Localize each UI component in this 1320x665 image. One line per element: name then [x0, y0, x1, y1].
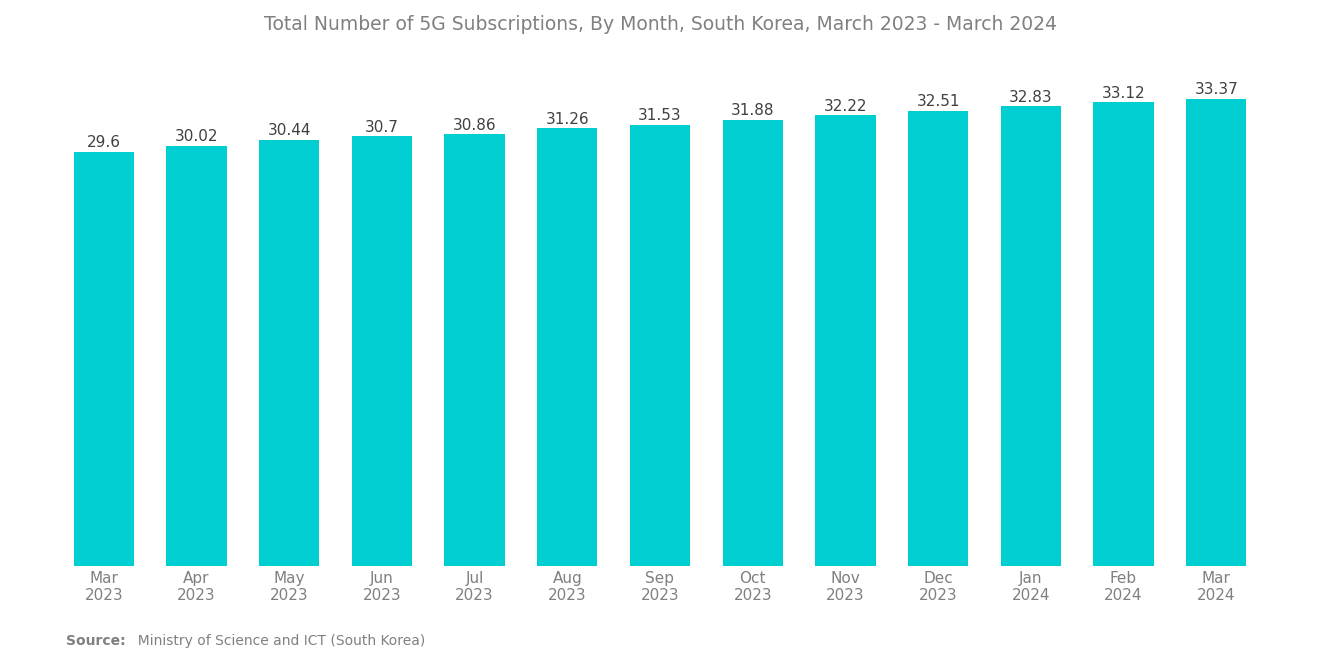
Bar	[74, 152, 133, 566]
Text: 30.86: 30.86	[453, 118, 496, 132]
Bar	[816, 115, 875, 566]
Text: 33.37: 33.37	[1195, 82, 1238, 98]
Title: Total Number of 5G Subscriptions, By Month, South Korea, March 2023 - March 2024: Total Number of 5G Subscriptions, By Mon…	[264, 15, 1056, 34]
Text: 32.51: 32.51	[916, 94, 960, 110]
Text: 29.6: 29.6	[87, 135, 120, 150]
Bar	[259, 140, 319, 566]
Text: 30.02: 30.02	[174, 130, 218, 144]
Text: 30.7: 30.7	[364, 120, 399, 135]
Bar	[630, 124, 690, 566]
Text: 32.83: 32.83	[1008, 90, 1052, 105]
Text: 31.53: 31.53	[638, 108, 682, 123]
Bar	[166, 146, 227, 566]
Bar	[445, 134, 504, 566]
Bar	[908, 111, 969, 566]
Text: 31.88: 31.88	[731, 103, 775, 118]
Text: 30.44: 30.44	[268, 124, 312, 138]
Bar	[537, 128, 598, 566]
Bar	[351, 136, 412, 566]
Bar	[1175, 612, 1188, 650]
Text: 31.26: 31.26	[545, 112, 589, 127]
Text: 33.12: 33.12	[1102, 86, 1146, 101]
Polygon shape	[1175, 612, 1212, 632]
Bar	[722, 120, 783, 566]
Bar	[1093, 102, 1154, 566]
Bar	[1187, 99, 1246, 566]
Text: 32.22: 32.22	[824, 98, 867, 114]
Bar	[1234, 612, 1247, 650]
Text: Ministry of Science and ICT (South Korea): Ministry of Science and ICT (South Korea…	[129, 634, 425, 648]
Text: Source:: Source:	[66, 634, 125, 648]
Polygon shape	[1212, 612, 1247, 632]
Bar	[1001, 106, 1061, 566]
